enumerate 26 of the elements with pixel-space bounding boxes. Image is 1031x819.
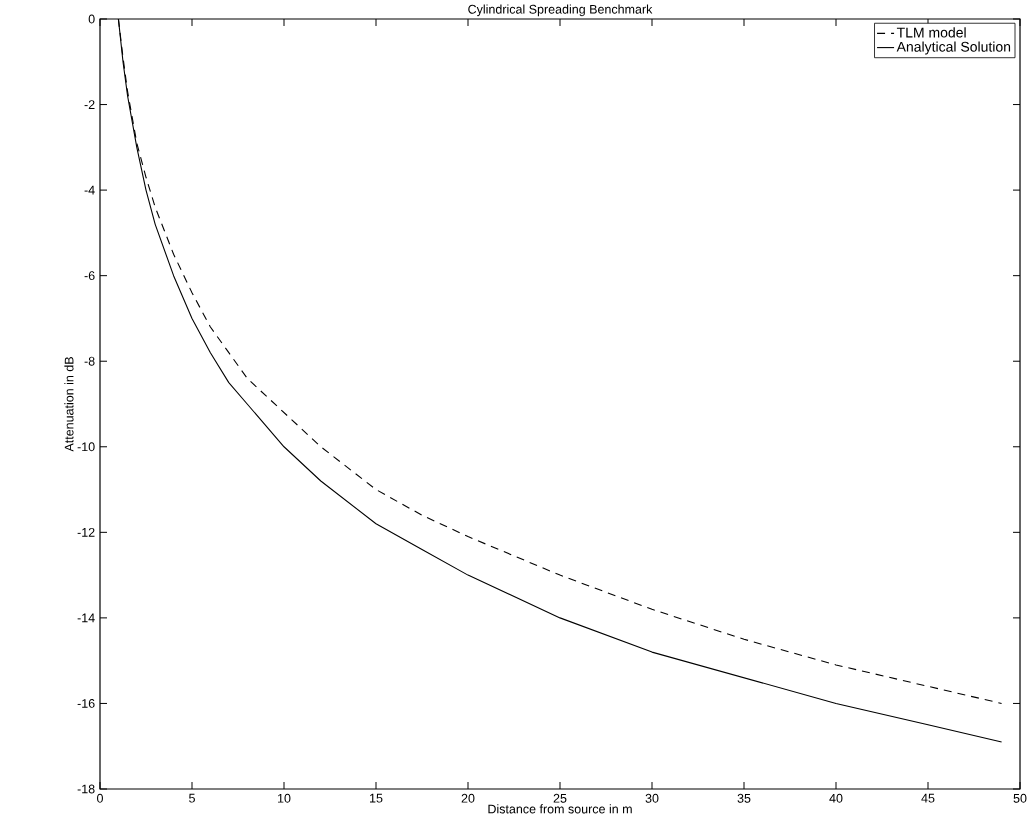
- legend-label: TLM model: [896, 27, 966, 38]
- chart-title: Cylindrical Spreading Benchmark: [468, 4, 653, 17]
- x-tick-label: 30: [645, 793, 659, 803]
- y-tick-label: -18: [77, 784, 95, 794]
- x-tick-label: 0: [97, 793, 103, 803]
- x-tick-label: 15: [370, 793, 383, 803]
- x-tick-label: 10: [278, 793, 291, 803]
- y-tick-label: -10: [77, 442, 95, 452]
- y-tick-label: -4: [84, 185, 95, 195]
- x-tick-label: 20: [461, 793, 475, 803]
- x-tick-label: 5: [189, 793, 195, 803]
- y-tick-label: -6: [84, 271, 95, 281]
- x-tick-label: 50: [1013, 793, 1027, 803]
- y-tick-label: -16: [77, 699, 95, 708]
- y-axis-title: Attenuation in dB: [64, 357, 74, 452]
- x-axis-title: Distance from source in m: [488, 804, 632, 814]
- x-tick-label: 25: [553, 793, 567, 803]
- x-tick-label: 35: [737, 793, 751, 803]
- y-tick-label: -12: [77, 527, 95, 537]
- y-tick-label: -2: [84, 100, 95, 109]
- y-tick-label: 0: [88, 14, 95, 24]
- y-tick-label: -14: [77, 613, 95, 623]
- x-tick-label: 45: [921, 793, 935, 803]
- y-tick-label: -8: [84, 356, 95, 366]
- legend-label: Analytical Solution: [896, 41, 1011, 55]
- x-tick-label: 40: [829, 793, 843, 803]
